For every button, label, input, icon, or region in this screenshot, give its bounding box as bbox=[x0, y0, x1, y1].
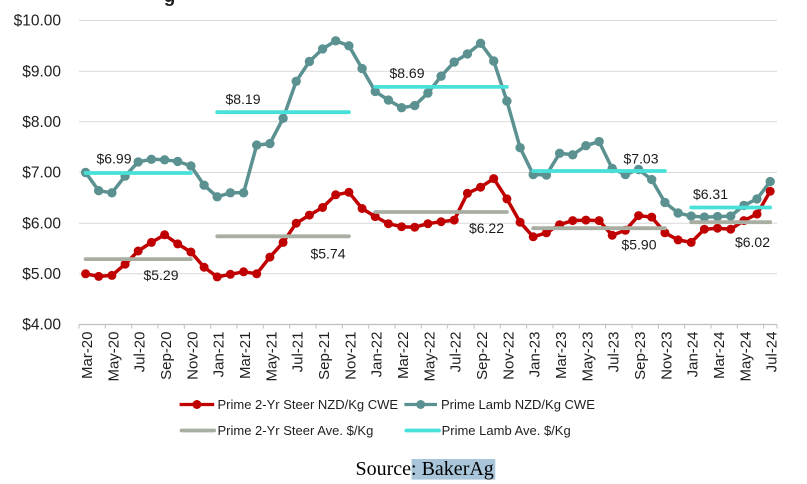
svg-text:$7.03: $7.03 bbox=[623, 151, 658, 167]
svg-text:$10.00: $10.00 bbox=[14, 13, 62, 30]
svg-text:$8.19: $8.19 bbox=[225, 91, 260, 107]
svg-text:Mar-24: Mar-24 bbox=[711, 332, 728, 380]
svg-text:Jul-24: Jul-24 bbox=[764, 332, 781, 373]
svg-text:Prime 2-Yr Steer Ave. $/Kg: Prime 2-Yr Steer Ave. $/Kg bbox=[218, 423, 374, 438]
svg-text:$6.31: $6.31 bbox=[693, 186, 728, 202]
svg-text:May-23: May-23 bbox=[579, 332, 596, 382]
svg-text:$5.74: $5.74 bbox=[310, 245, 345, 261]
svg-text:Jul-22: Jul-22 bbox=[448, 332, 465, 373]
svg-text:Jan-24: Jan-24 bbox=[685, 332, 702, 378]
svg-text:Jul-23: Jul-23 bbox=[606, 332, 623, 373]
svg-text:Mar-20: Mar-20 bbox=[79, 332, 96, 380]
svg-text:$8.00: $8.00 bbox=[22, 114, 61, 131]
svg-text:Jan-23: Jan-23 bbox=[527, 332, 544, 378]
svg-text:$6.02: $6.02 bbox=[735, 234, 770, 250]
svg-text:Sep-22: Sep-22 bbox=[474, 332, 491, 380]
svg-text:Prime Lamb Ave. $/Kg: Prime Lamb Ave. $/Kg bbox=[442, 423, 571, 438]
svg-text:Mar-23: Mar-23 bbox=[553, 332, 570, 380]
svg-text:$5.00: $5.00 bbox=[22, 266, 61, 283]
svg-text:Sep-21: Sep-21 bbox=[316, 332, 333, 380]
svg-text:Jul-21: Jul-21 bbox=[290, 332, 307, 373]
svg-text:Sep-20: Sep-20 bbox=[158, 332, 175, 380]
svg-text:$9.00: $9.00 bbox=[22, 63, 61, 80]
svg-text:May-22: May-22 bbox=[421, 332, 438, 382]
svg-text:$5.29: $5.29 bbox=[143, 267, 178, 283]
svg-text:Nov-20: Nov-20 bbox=[184, 332, 201, 380]
svg-text:$4.00: $4.00 bbox=[22, 317, 61, 334]
svg-text:Nov-23: Nov-23 bbox=[658, 332, 675, 380]
svg-text:$6.00: $6.00 bbox=[22, 215, 61, 232]
svg-text:May-20: May-20 bbox=[105, 332, 122, 382]
svg-text:Jan-21: Jan-21 bbox=[211, 332, 228, 378]
svg-text:Mar-22: Mar-22 bbox=[395, 332, 412, 380]
svg-text:Sep-23: Sep-23 bbox=[632, 332, 649, 380]
svg-text:Nov-21: Nov-21 bbox=[342, 332, 359, 380]
svg-text:$5.90: $5.90 bbox=[621, 237, 656, 253]
svg-text:Jul-20: Jul-20 bbox=[132, 332, 149, 373]
svg-text:$8.69: $8.69 bbox=[389, 65, 424, 81]
svg-text:$7.00: $7.00 bbox=[22, 165, 61, 182]
svg-text:Jan-22: Jan-22 bbox=[369, 332, 386, 378]
svg-text:Prime 2-Yr Steer NZD/Kg CWE: Prime 2-Yr Steer NZD/Kg CWE bbox=[218, 397, 399, 412]
svg-text:Mar-21: Mar-21 bbox=[237, 332, 254, 380]
svg-text:May-21: May-21 bbox=[263, 332, 280, 382]
svg-text:g: g bbox=[164, 0, 176, 7]
svg-text:$6.22: $6.22 bbox=[469, 220, 504, 236]
svg-text:May-24: May-24 bbox=[737, 332, 754, 382]
svg-text:Nov-22: Nov-22 bbox=[500, 332, 517, 380]
svg-text:$6.99: $6.99 bbox=[96, 150, 131, 166]
svg-text:Prime Lamb NZD/Kg CWE: Prime Lamb NZD/Kg CWE bbox=[441, 397, 595, 412]
svg-text:Source: BakerAg: Source: BakerAg bbox=[356, 458, 494, 480]
